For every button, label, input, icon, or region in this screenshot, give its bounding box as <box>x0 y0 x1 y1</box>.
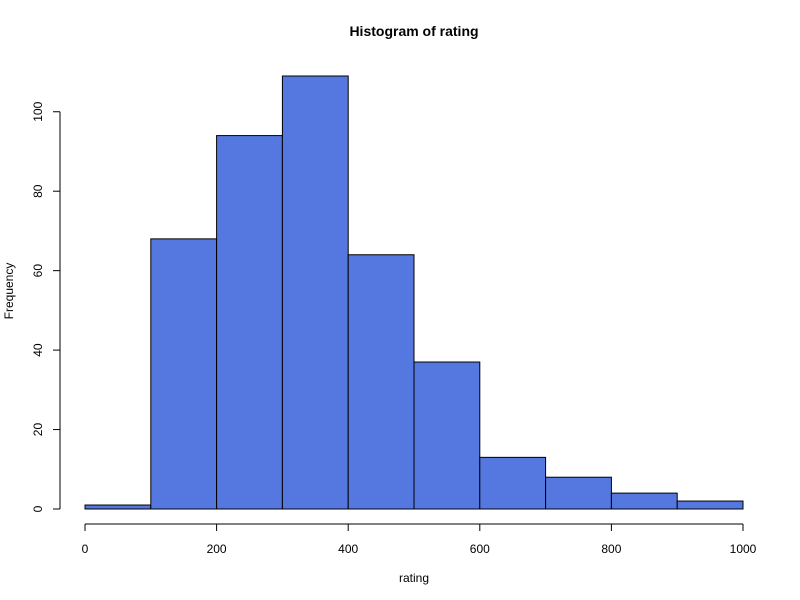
bar-500-600 <box>413 361 481 510</box>
bar-400-500 <box>347 254 415 510</box>
y-tick-label: 40 <box>31 343 45 357</box>
y-tick-label: 0 <box>31 505 45 512</box>
x-tick-label: 0 <box>82 542 89 556</box>
bar-100-200 <box>150 238 218 510</box>
bar-700-800 <box>545 476 612 510</box>
bar-900-1000 <box>676 500 744 510</box>
y-axis-label: Frequency <box>2 263 16 320</box>
y-tick-label: 60 <box>31 264 45 278</box>
x-axis: 0 200 400 600 800 1000 <box>82 523 757 556</box>
bars-group <box>84 75 744 510</box>
x-tick-label: 600 <box>470 542 490 556</box>
y-tick-label: 20 <box>31 423 45 437</box>
y-tick-label: 80 <box>31 184 45 198</box>
x-tick-label: 800 <box>601 542 621 556</box>
y-axis: 0 20 40 60 80 100 <box>31 101 61 512</box>
bar-300-400 <box>281 75 349 510</box>
x-tick-label: 200 <box>207 542 227 556</box>
x-axis-label: rating <box>399 571 429 585</box>
y-tick-label: 100 <box>31 101 45 121</box>
bar-0-100 <box>84 504 152 510</box>
x-tick-label: 1000 <box>730 542 757 556</box>
bar-800-900 <box>610 492 678 510</box>
chart-title: Histogram of rating <box>349 23 478 39</box>
x-tick-label: 400 <box>338 542 358 556</box>
bar-200-300 <box>216 135 283 510</box>
bar-600-700 <box>479 456 547 510</box>
